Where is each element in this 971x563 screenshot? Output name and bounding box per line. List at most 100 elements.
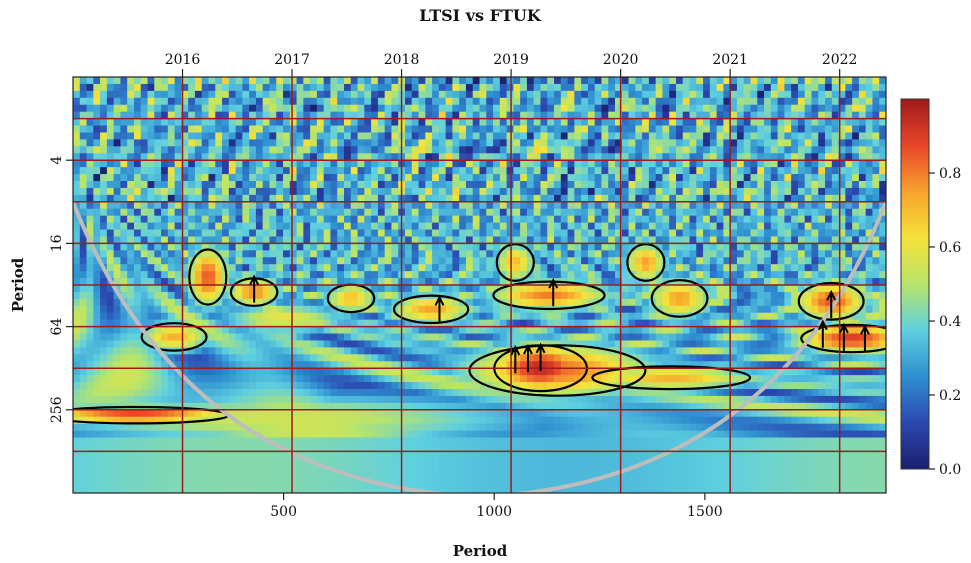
heat-cell xyxy=(804,194,813,203)
heat-cell xyxy=(642,194,650,203)
heat-cell xyxy=(608,118,616,127)
heat-cell xyxy=(838,139,846,147)
heat-cell xyxy=(242,278,250,286)
heat-cell xyxy=(120,125,128,134)
heat-cell xyxy=(384,285,393,293)
heat-cell xyxy=(404,264,413,272)
heat-cell xyxy=(554,326,562,335)
heat-cell xyxy=(764,222,772,231)
heat-cell xyxy=(669,187,677,196)
heat-cell xyxy=(526,285,535,293)
heat-cell xyxy=(188,264,196,272)
heat-cell xyxy=(750,160,758,168)
heat-cell xyxy=(120,243,128,251)
heat-cell xyxy=(838,326,846,335)
heat-cell xyxy=(283,194,291,203)
heat-cell xyxy=(554,97,562,106)
heat-cell xyxy=(811,146,819,154)
heat-cell xyxy=(547,229,555,238)
heat-cell xyxy=(703,236,711,244)
heat-cell xyxy=(465,229,474,238)
heat-cell xyxy=(93,361,101,369)
heat-cell xyxy=(811,285,819,293)
heat-cell xyxy=(615,333,623,342)
heat-cell xyxy=(215,139,223,147)
heat-cell xyxy=(730,333,738,342)
heat-cell xyxy=(432,326,440,335)
heat-cell xyxy=(472,167,481,175)
heat-cell xyxy=(784,125,792,134)
heat-cell xyxy=(445,194,454,203)
heat-cell xyxy=(581,326,589,335)
heat-cell xyxy=(689,236,697,244)
heat-cell xyxy=(452,201,460,210)
heat-cell xyxy=(655,167,664,175)
heat-cell xyxy=(506,139,514,147)
heat-cell xyxy=(648,160,657,168)
heat-cell xyxy=(791,181,799,189)
heat-cell xyxy=(811,97,819,106)
heat-cell xyxy=(770,271,779,279)
heat-cell xyxy=(601,347,609,355)
heat-cell xyxy=(581,361,589,369)
heat-cell xyxy=(459,90,467,99)
heat-cell xyxy=(621,347,630,355)
heat-cell xyxy=(479,312,487,321)
heat-cell xyxy=(86,167,94,175)
heat-cell xyxy=(154,118,162,127)
heat-cell xyxy=(648,222,657,231)
heat-cell xyxy=(86,104,94,113)
heat-cell xyxy=(831,208,840,217)
heat-cell xyxy=(581,291,589,300)
heat-cell xyxy=(120,361,128,369)
heat-cell xyxy=(682,77,691,85)
heat-cell xyxy=(601,333,609,342)
heat-cell xyxy=(533,271,542,279)
heat-cell xyxy=(432,264,440,272)
heat-cell xyxy=(743,90,752,99)
heat-cell xyxy=(689,264,697,272)
heat-cell xyxy=(73,305,81,314)
heat-cell xyxy=(147,340,155,348)
heat-cell xyxy=(459,201,467,210)
heat-cell xyxy=(567,132,575,140)
heat-cell xyxy=(432,194,440,203)
heat-cell xyxy=(344,298,352,307)
heat-cell xyxy=(100,153,108,161)
heat-cell xyxy=(140,236,149,244)
heat-cell xyxy=(560,326,569,335)
heat-cell xyxy=(323,215,332,224)
heat-cell xyxy=(547,312,555,321)
heat-cell xyxy=(323,312,332,321)
heat-cell xyxy=(100,312,108,321)
heat-cell xyxy=(154,111,162,120)
heat-cell xyxy=(411,229,420,238)
heat-cell xyxy=(452,278,460,286)
heat-cell xyxy=(696,146,704,154)
heat-cell xyxy=(147,347,155,355)
heat-cell xyxy=(249,361,257,369)
heat-cell xyxy=(79,194,88,203)
heat-cell xyxy=(452,104,460,113)
heat-cell xyxy=(567,319,575,328)
heat-cell xyxy=(601,174,609,182)
heat-cell xyxy=(499,167,508,175)
heat-cell xyxy=(750,319,758,328)
heat-cell xyxy=(845,291,853,300)
heat-cell xyxy=(79,250,88,258)
heat-cell xyxy=(140,285,149,293)
heat-cell xyxy=(445,97,454,106)
heat-cell xyxy=(208,118,216,127)
heat-cell xyxy=(86,146,94,154)
heat-cell xyxy=(425,139,433,147)
heat-cell xyxy=(445,83,454,92)
heat-cell xyxy=(106,194,115,203)
heat-cell xyxy=(540,97,548,106)
heat-cell xyxy=(730,326,738,335)
heat-cell xyxy=(188,125,196,134)
heat-cell xyxy=(303,146,311,154)
heat-cell xyxy=(642,174,650,182)
heat-cell xyxy=(269,132,277,140)
heat-cell xyxy=(344,125,352,134)
heat-cell xyxy=(547,201,555,210)
